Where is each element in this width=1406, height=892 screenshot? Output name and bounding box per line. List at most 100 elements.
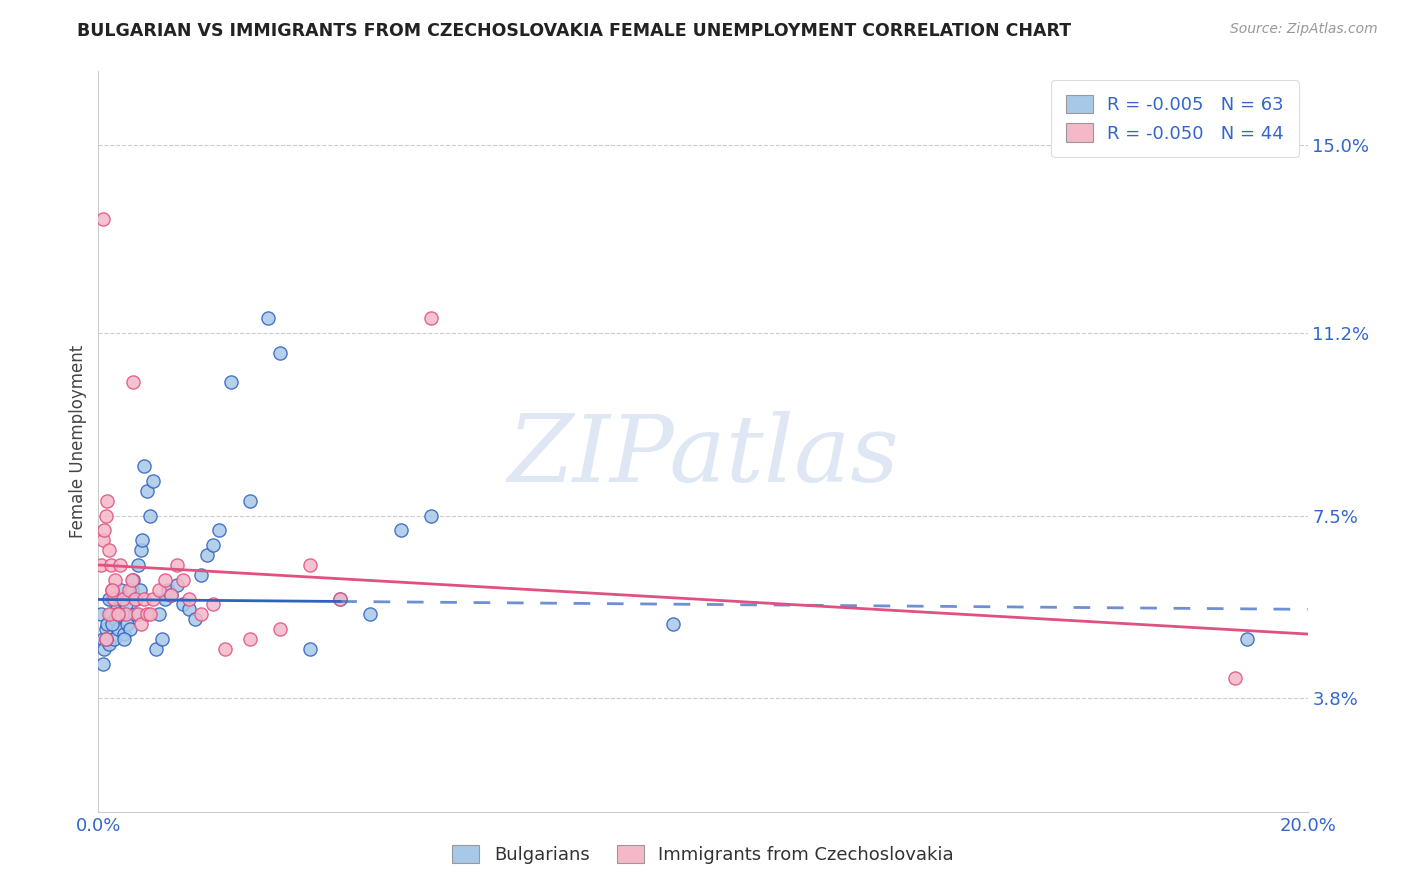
Text: BULGARIAN VS IMMIGRANTS FROM CZECHOSLOVAKIA FEMALE UNEMPLOYMENT CORRELATION CHAR: BULGARIAN VS IMMIGRANTS FROM CZECHOSLOVA… (77, 22, 1071, 40)
Point (129, 617, 152, 632)
Point (420, 508, 443, 523)
Point (101, 582, 124, 597)
Point (103, 632, 125, 646)
Point (202, 538, 225, 552)
Point (150, 632, 173, 646)
Text: ZIPatlas: ZIPatlas (508, 411, 898, 501)
Point (114, 607, 136, 622)
Point (100, 607, 122, 622)
Point (661, 617, 683, 632)
Point (122, 573, 145, 587)
Point (1223, 672, 1246, 686)
Point (135, 607, 157, 622)
Point (145, 641, 167, 656)
Point (128, 582, 150, 597)
Point (117, 617, 139, 632)
Point (100, 558, 122, 572)
Point (179, 602, 201, 616)
Point (103, 592, 125, 607)
Point (97, 607, 120, 622)
Point (118, 588, 141, 602)
Point (160, 588, 183, 602)
Point (91, 533, 114, 548)
Point (111, 607, 134, 622)
Point (94, 508, 117, 523)
Point (166, 558, 188, 572)
Point (129, 543, 152, 558)
Point (202, 598, 225, 612)
Point (132, 459, 155, 474)
Point (94, 622, 117, 636)
Point (122, 376, 145, 390)
Point (179, 592, 201, 607)
Point (389, 524, 412, 538)
Point (148, 582, 170, 597)
Y-axis label: Female Unemployment: Female Unemployment (69, 345, 87, 538)
Point (96, 632, 118, 646)
Point (91, 657, 114, 671)
Point (329, 592, 352, 607)
Point (105, 602, 128, 616)
Point (96, 632, 118, 646)
Point (90, 558, 112, 572)
Point (125, 592, 148, 607)
Point (107, 622, 129, 636)
Point (148, 607, 170, 622)
Point (166, 577, 188, 591)
Point (139, 607, 162, 622)
Point (239, 493, 262, 508)
Point (91, 632, 114, 646)
Point (195, 548, 218, 562)
Point (111, 592, 134, 607)
Point (121, 582, 143, 597)
Point (97, 592, 120, 607)
Point (239, 632, 262, 646)
Point (98, 637, 121, 651)
Point (256, 311, 278, 326)
Point (101, 617, 124, 632)
Point (135, 483, 157, 498)
Point (107, 607, 129, 622)
Point (114, 598, 136, 612)
Point (100, 592, 122, 607)
Point (124, 592, 146, 607)
Point (100, 582, 122, 597)
Point (112, 632, 135, 646)
Point (214, 641, 236, 656)
Point (269, 345, 291, 359)
Point (110, 582, 132, 597)
Point (96, 617, 118, 632)
Point (190, 607, 212, 622)
Point (190, 567, 212, 582)
Point (329, 592, 352, 607)
Point (98, 543, 121, 558)
Point (108, 558, 131, 572)
Point (93, 524, 115, 538)
Point (107, 607, 129, 622)
Legend: R = -0.005   N = 63, R = -0.050   N = 44: R = -0.005 N = 63, R = -0.050 N = 44 (1052, 80, 1299, 157)
Point (142, 592, 165, 607)
Point (104, 573, 127, 587)
Point (93, 641, 115, 656)
Point (104, 612, 127, 626)
Point (91, 212, 114, 227)
Point (153, 592, 176, 607)
Point (118, 582, 141, 597)
Point (118, 622, 141, 636)
Point (142, 474, 165, 488)
Point (420, 311, 443, 326)
Point (156, 582, 179, 597)
Point (132, 592, 155, 607)
Point (172, 573, 194, 587)
Point (124, 607, 146, 622)
Point (131, 533, 153, 548)
Point (172, 598, 194, 612)
Point (184, 612, 207, 626)
Point (112, 627, 135, 641)
Point (160, 588, 183, 602)
Point (269, 622, 291, 636)
Point (90, 607, 112, 622)
Point (1236, 632, 1258, 646)
Point (139, 508, 162, 523)
Point (360, 607, 382, 622)
